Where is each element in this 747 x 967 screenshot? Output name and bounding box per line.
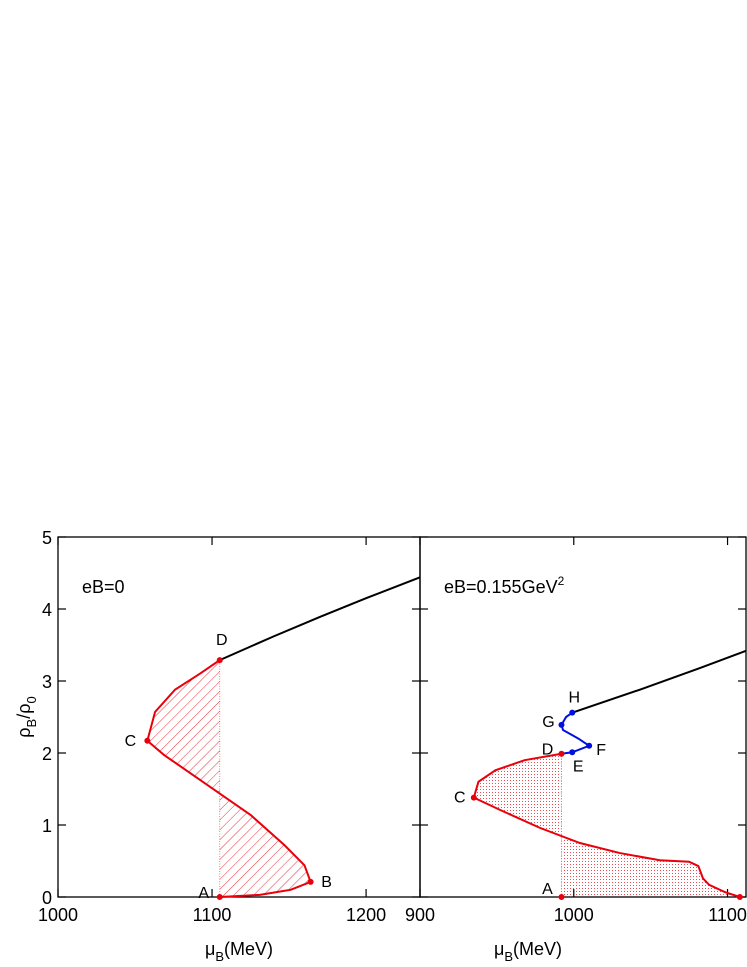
text-part: eB=0 [82, 577, 125, 597]
shaded-region [473, 753, 740, 897]
text-part: (MeV) [224, 939, 273, 959]
text-part: 2 [558, 574, 565, 588]
curve [219, 576, 421, 662]
point [558, 894, 565, 900]
point [144, 737, 151, 744]
curve [560, 711, 592, 755]
x-tick-label: 1100 [708, 905, 747, 925]
x-tick-label: 900 [405, 905, 435, 925]
y-tick-label: 4 [42, 600, 52, 620]
x-tick-label: 1100 [193, 905, 232, 925]
point [558, 721, 565, 728]
x-axis-label: μB(MeV) [205, 939, 273, 964]
plot-frame [419, 536, 747, 898]
point [569, 749, 576, 756]
text-part: B [24, 719, 39, 728]
point-label: H [568, 690, 580, 707]
x-tick-label: 1000 [554, 905, 594, 925]
text-part: ρ [14, 727, 34, 737]
point-label: B [321, 874, 332, 891]
point-label: C [125, 733, 137, 750]
point [307, 878, 314, 885]
point-label: C [454, 790, 466, 807]
point-label: F [596, 742, 606, 759]
y-tick-label: 0 [42, 888, 52, 908]
y-axis-label: ρB/ρ0 [14, 696, 39, 737]
text-part: B [215, 949, 224, 964]
y-tick-label: 1 [42, 816, 52, 836]
curve [472, 752, 741, 898]
point-label: E [573, 758, 584, 775]
x-tick-label: 1200 [346, 905, 386, 925]
point-label: D [216, 632, 228, 649]
point-label: G [542, 714, 554, 731]
text-part: eB=0.155GeV [444, 577, 558, 597]
curve [146, 659, 312, 898]
shaded-region [147, 660, 311, 897]
x-axis-label: μB(MeV) [494, 939, 562, 964]
curve [571, 649, 747, 714]
text-part: B [504, 949, 513, 964]
y-tick-label: 3 [42, 672, 52, 692]
point [569, 709, 576, 716]
point [470, 794, 477, 801]
point [736, 894, 743, 900]
text-part: (MeV) [513, 939, 562, 959]
annotation: eB=0 [82, 577, 125, 597]
x-tick-label: 1000 [38, 905, 78, 925]
text-part: 0 [24, 696, 39, 703]
point-label: D [542, 742, 554, 759]
point [586, 742, 593, 749]
text-part: μ [205, 939, 215, 959]
annotation: eB=0.155GeV2 [444, 574, 565, 597]
point-label: A [542, 881, 553, 898]
y-tick-label: 2 [42, 744, 52, 764]
text-part: μ [494, 939, 504, 959]
point [216, 657, 223, 664]
y-tick-label: 5 [42, 528, 52, 548]
point [216, 894, 223, 900]
point [558, 750, 565, 757]
text-part: /ρ [14, 704, 34, 719]
point-label: A [198, 885, 209, 902]
